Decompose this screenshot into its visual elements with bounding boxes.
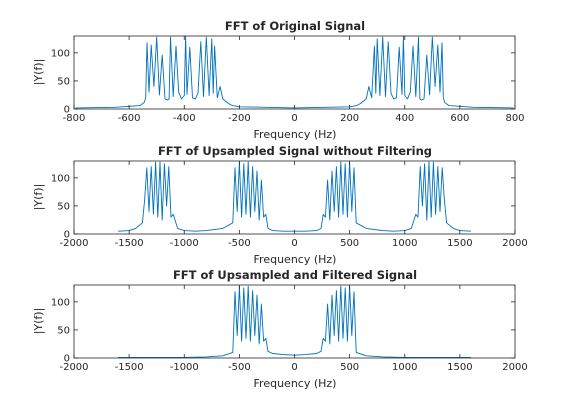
x-tick-label: 0 <box>291 362 297 373</box>
y-tick-label: 100 <box>51 173 70 184</box>
subplot-3: FFT of Upsampled and Filtered Signal -20… <box>32 268 528 390</box>
x-tick-label: 0 <box>291 113 297 124</box>
y-tick-label: 50 <box>57 325 70 336</box>
x-tick-label: -2000 <box>59 238 88 249</box>
subplot-1-x-ticks: -800 -600 -400 -200 0 200 400 600 800 <box>63 36 525 124</box>
x-tick-label: -2000 <box>59 362 88 373</box>
y-tick-label: 100 <box>51 297 70 308</box>
y-tick-label: 50 <box>57 201 70 212</box>
subplot-2-ylabel: |Y(f)| <box>32 184 45 211</box>
x-tick-label: 400 <box>395 113 414 124</box>
y-tick-label: 0 <box>64 230 70 241</box>
x-tick-label: 800 <box>505 113 524 124</box>
x-tick-label: -800 <box>63 113 86 124</box>
x-tick-label: 1500 <box>447 362 472 373</box>
x-tick-label: 200 <box>340 113 359 124</box>
x-tick-label: -500 <box>228 238 251 249</box>
subplot-2: FFT of Upsampled Signal without Filterin… <box>32 144 528 266</box>
subplot-2-title: FFT of Upsampled Signal without Filterin… <box>158 144 432 158</box>
subplot-3-x-ticks: -2000 -1500 -1000 -500 0 500 1000 1500 2000 <box>59 285 528 373</box>
subplot-1-ylabel: |Y(f)| <box>32 59 45 86</box>
subplot-1: FFT of Original Signal -800 -600 -400 -200 0… <box>32 19 525 141</box>
subplot-3-ylabel: |Y(f)| <box>32 308 45 335</box>
x-tick-label: 600 <box>450 113 469 124</box>
subplot-3-y-ticks: 0 50 100 <box>51 297 515 365</box>
x-tick-label: 1000 <box>392 362 417 373</box>
subplot-1-y-ticks: 0 50 100 <box>51 48 515 116</box>
x-tick-label: 2000 <box>502 238 527 249</box>
x-tick-label: 500 <box>340 362 359 373</box>
subplot-2-x-ticks: -2000 -1500 -1000 -500 0 500 1000 1500 2000 <box>59 161 528 249</box>
x-tick-label: -500 <box>228 362 251 373</box>
subplot-3-title: FFT of Upsampled and Filtered Signal <box>173 268 417 282</box>
subplot-1-title: FFT of Original Signal <box>225 19 365 33</box>
x-tick-label: -1500 <box>115 238 144 249</box>
x-tick-label: -600 <box>118 113 141 124</box>
x-tick-label: -1500 <box>115 362 144 373</box>
x-tick-label: -400 <box>173 113 196 124</box>
y-tick-label: 100 <box>51 48 70 59</box>
subplot-2-xlabel: Frequency (Hz) <box>254 253 337 266</box>
subplot-1-xlabel: Frequency (Hz) <box>254 128 337 141</box>
x-tick-label: -1000 <box>170 362 199 373</box>
x-tick-label: 0 <box>291 238 297 249</box>
x-tick-label: -200 <box>228 113 251 124</box>
x-tick-label: 500 <box>340 238 359 249</box>
subplot-2-y-ticks: 0 50 100 <box>51 173 515 241</box>
x-tick-label: 1000 <box>392 238 417 249</box>
y-tick-label: 0 <box>64 354 70 365</box>
x-tick-label: -1000 <box>170 238 199 249</box>
x-tick-label: 2000 <box>502 362 527 373</box>
y-tick-label: 0 <box>64 105 70 116</box>
y-tick-label: 50 <box>57 76 70 87</box>
x-tick-label: 1500 <box>447 238 472 249</box>
subplot-3-xlabel: Frequency (Hz) <box>254 377 337 390</box>
